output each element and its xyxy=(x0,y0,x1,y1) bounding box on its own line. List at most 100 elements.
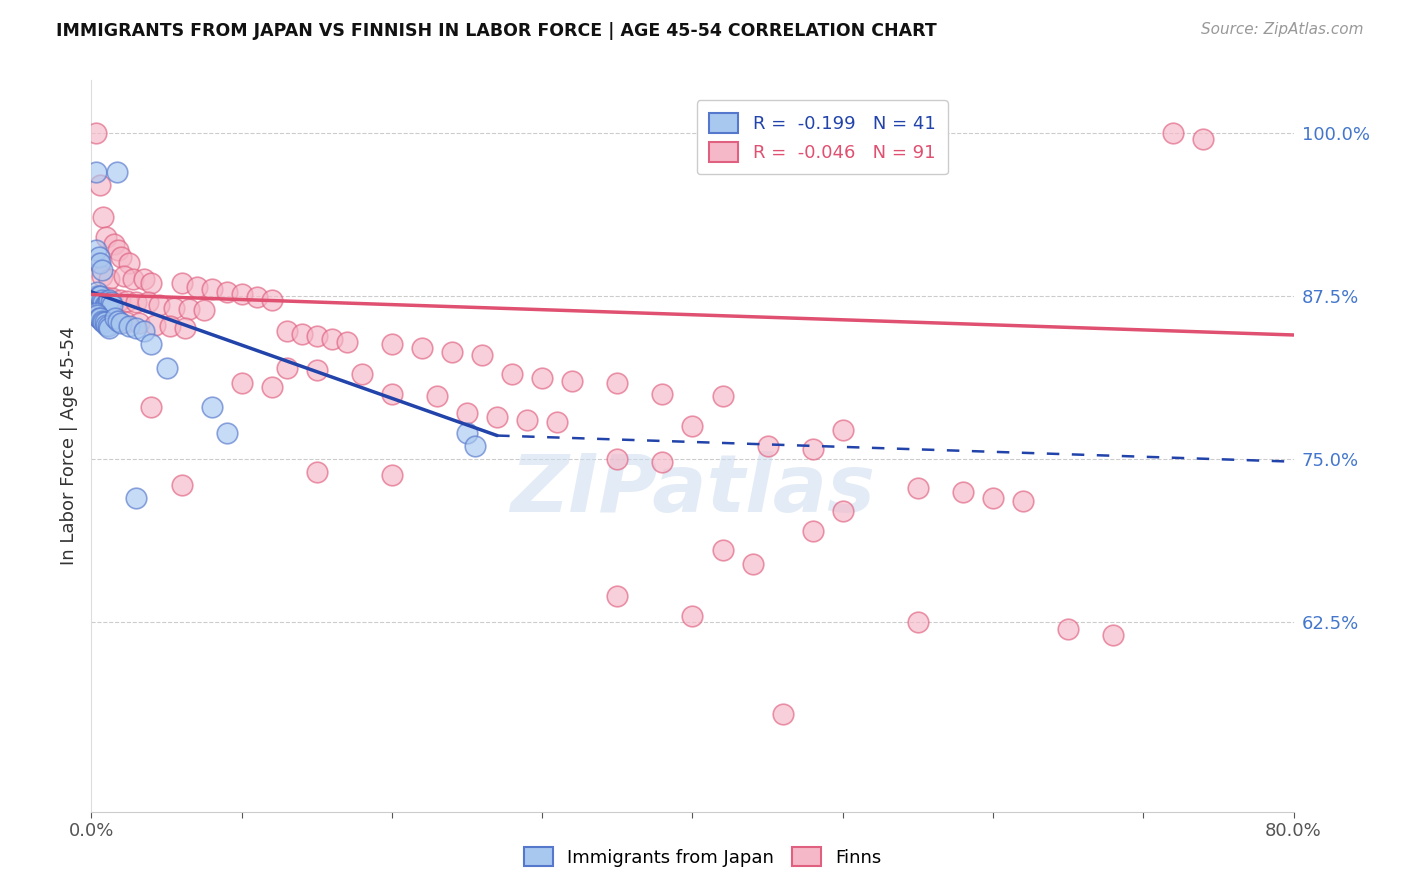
Text: Source: ZipAtlas.com: Source: ZipAtlas.com xyxy=(1201,22,1364,37)
Point xyxy=(89,311,111,326)
Point xyxy=(84,243,107,257)
Point xyxy=(89,311,111,326)
Point xyxy=(381,386,404,401)
Point xyxy=(486,410,509,425)
Y-axis label: In Labor Force | Age 45-54: In Labor Force | Age 45-54 xyxy=(59,326,77,566)
Point xyxy=(90,269,112,284)
Point xyxy=(128,316,150,330)
Point xyxy=(606,452,628,467)
Point xyxy=(561,374,583,388)
Point xyxy=(193,303,215,318)
Point xyxy=(231,287,253,301)
Point xyxy=(100,295,122,310)
Point xyxy=(98,293,121,307)
Point xyxy=(86,289,108,303)
Point xyxy=(1012,494,1035,508)
Point xyxy=(114,269,136,284)
Text: ZIPatlas: ZIPatlas xyxy=(510,450,875,529)
Point xyxy=(96,318,118,332)
Point xyxy=(350,367,373,381)
Point xyxy=(143,318,166,332)
Point xyxy=(1057,622,1080,636)
Point xyxy=(93,315,115,329)
Point xyxy=(260,380,283,394)
Point xyxy=(86,309,108,323)
Point xyxy=(90,262,112,277)
Text: IMMIGRANTS FROM JAPAN VS FINNISH IN LABOR FORCE | AGE 45-54 CORRELATION CHART: IMMIGRANTS FROM JAPAN VS FINNISH IN LABO… xyxy=(56,22,936,40)
Point xyxy=(801,524,824,538)
Point xyxy=(711,543,734,558)
Point xyxy=(1102,628,1125,642)
Point xyxy=(411,341,433,355)
Point xyxy=(456,425,478,440)
Point xyxy=(155,360,177,375)
Point xyxy=(831,423,853,437)
Point xyxy=(981,491,1004,506)
Point xyxy=(651,455,673,469)
Point xyxy=(711,389,734,403)
Point xyxy=(132,272,155,286)
Point xyxy=(305,363,328,377)
Point xyxy=(260,293,283,307)
Point xyxy=(681,419,703,434)
Point xyxy=(90,313,112,327)
Point xyxy=(148,298,170,312)
Point xyxy=(606,376,628,391)
Point xyxy=(93,295,115,310)
Point xyxy=(1192,132,1215,146)
Point xyxy=(89,178,111,192)
Point xyxy=(464,439,486,453)
Point xyxy=(97,295,120,310)
Point xyxy=(93,211,115,225)
Point xyxy=(756,439,779,453)
Point xyxy=(141,400,163,414)
Point xyxy=(801,442,824,456)
Point xyxy=(84,289,107,303)
Point xyxy=(104,311,127,326)
Point xyxy=(87,250,110,264)
Point xyxy=(426,389,449,403)
Point xyxy=(132,324,155,338)
Point xyxy=(117,293,139,308)
Point xyxy=(107,313,129,327)
Point xyxy=(305,329,328,343)
Point xyxy=(104,313,127,327)
Point xyxy=(98,272,121,286)
Point xyxy=(159,318,181,333)
Point xyxy=(105,165,128,179)
Point xyxy=(231,376,253,391)
Point xyxy=(305,465,328,479)
Point xyxy=(276,360,298,375)
Point xyxy=(84,309,107,323)
Point xyxy=(110,316,132,330)
Point xyxy=(94,315,117,329)
Point xyxy=(125,491,148,506)
Point xyxy=(546,416,568,430)
Point xyxy=(177,301,200,316)
Point xyxy=(681,608,703,623)
Point xyxy=(89,256,111,270)
Point xyxy=(291,326,314,341)
Point xyxy=(336,334,359,349)
Point xyxy=(170,478,193,492)
Point xyxy=(84,165,107,179)
Point xyxy=(907,481,929,495)
Point xyxy=(163,301,186,315)
Point xyxy=(321,332,343,346)
Point xyxy=(97,318,120,333)
Point xyxy=(772,706,794,721)
Legend: R =  -0.199   N = 41, R =  -0.046   N = 91: R = -0.199 N = 41, R = -0.046 N = 91 xyxy=(696,100,948,174)
Point xyxy=(96,312,118,326)
Point xyxy=(118,256,141,270)
Point xyxy=(831,504,853,518)
Point xyxy=(173,321,195,335)
Point xyxy=(87,311,110,326)
Point xyxy=(501,367,523,381)
Point xyxy=(122,272,145,286)
Point xyxy=(118,318,141,333)
Point xyxy=(440,345,463,359)
Point xyxy=(138,295,160,310)
Point xyxy=(246,290,269,304)
Point xyxy=(141,276,163,290)
Point xyxy=(907,615,929,630)
